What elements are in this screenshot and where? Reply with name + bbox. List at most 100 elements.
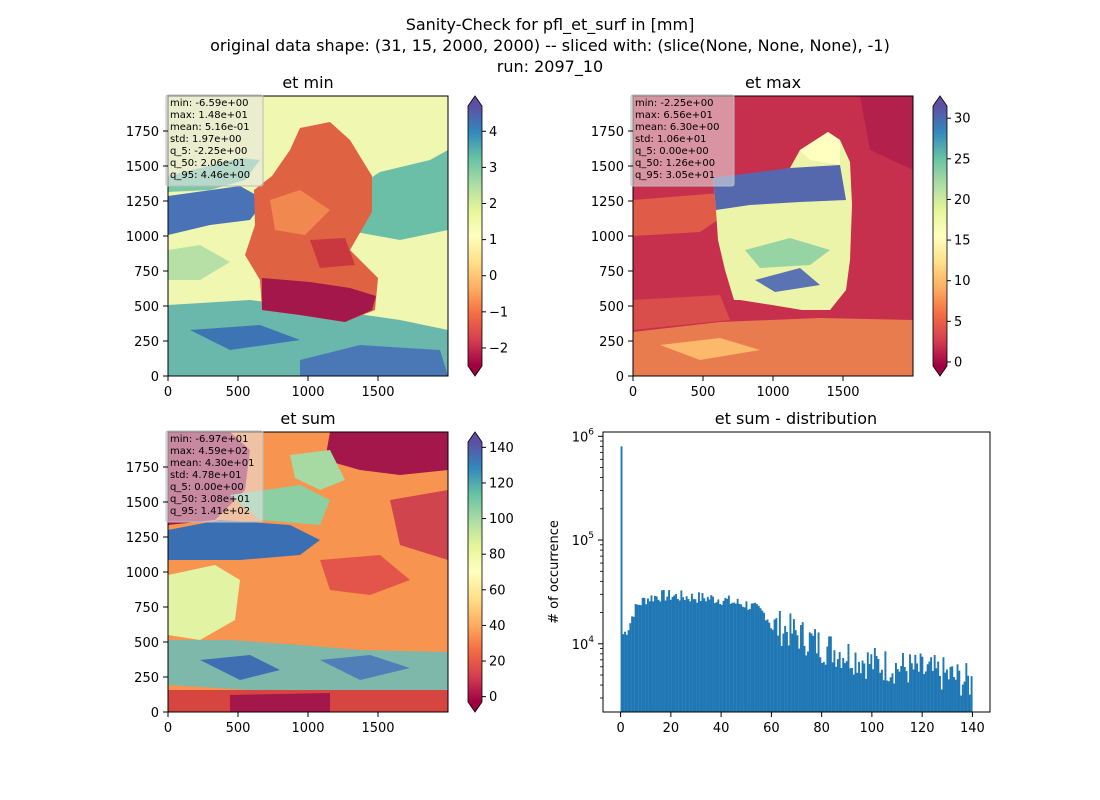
histogram-bar [722,600,725,712]
histogram-bar [889,677,892,712]
x-tick-label: 0 [629,385,637,400]
y-axis: 104 105 106 [572,427,603,699]
histogram-bar [805,655,808,712]
histogram-bar [676,598,679,712]
histogram-bar [683,600,686,712]
y-tick-label: 1500 [126,496,159,511]
histogram-bar [902,652,904,712]
histogram-bar [780,645,783,712]
y-tick: 1750 [591,125,633,140]
colorbar-tick: 0 [947,355,962,370]
histogram-bar [917,671,920,712]
stat-min: min: -6.97e+01 [170,434,249,445]
histogram-bar [891,673,894,712]
histogram-bar [729,603,732,712]
histogram-bar [622,634,625,712]
histogram-bar [657,599,660,712]
histogram-bar [636,604,639,712]
colorbar-tick: 20 [947,193,971,208]
histogram-bar [652,601,655,712]
x-tick-label: 1000 [291,721,324,736]
colorbar: −2 −1 0 1 2 3 4 [467,95,508,377]
histogram-bar [784,625,787,712]
stat-q95: q_95: 3.05e+01 [635,170,715,181]
histogram-bar [638,604,641,712]
colorbar-tick-label: 100 [489,512,514,527]
histogram-bar [858,661,860,712]
histogram-bar [629,623,632,712]
x-tick-label: 120 [910,721,935,736]
y-tick-label: 1250 [126,195,159,210]
y-tick-label: 500 [134,300,159,315]
histogram-bar [931,670,934,712]
stat-max: max: 1.48e+01 [170,110,248,121]
histogram-bar [778,611,781,712]
x-tick-label: 0 [164,721,172,736]
y-tick-label: 250 [599,335,624,350]
y-tick: 0 [151,706,168,721]
histogram-bar [863,663,866,712]
histogram-bar [887,681,890,712]
histogram-bar [696,602,699,712]
y-tick: 1500 [126,496,168,511]
stat-q5: q_5: -2.25e+00 [170,146,247,157]
histogram-bar [831,662,834,712]
y-tick: 250 [134,671,168,686]
y-tick-label: 500 [134,636,159,651]
histogram-bar [787,645,790,712]
colorbar-tick: 4 [482,125,497,140]
histogram-bar [803,645,806,712]
histogram-bar [777,635,780,712]
histogram-bar [682,597,685,712]
histogram-bar [907,682,910,712]
colorbar-tick-label: −2 [489,341,508,356]
histogram-bar [773,619,776,712]
histogram-bar [852,674,855,712]
x-tick: 1500 [826,376,860,400]
histogram-bar [801,622,804,712]
histogram-bar [958,670,961,712]
histogram-bar [840,668,843,712]
x-tick: 60 [763,712,780,736]
x-tick-label: 100 [859,721,884,736]
histogram-bar [687,599,690,712]
histogram-bar [706,596,709,712]
y-tick-label: 0 [151,370,159,385]
histogram-bar [664,600,667,712]
histogram-bar [870,654,873,712]
histogram-bar [752,603,755,712]
histogram-bar [800,625,802,712]
histogram-bar [690,593,693,712]
y-tick-label: 0 [151,706,159,721]
histogram-bar [768,622,771,712]
histogram-bar [821,663,824,712]
histogram-bar [671,596,674,712]
histogram-bar [880,669,883,712]
histogram-bar [750,603,753,712]
y-tick: 104 [572,635,603,653]
stat-std: std: 1.97e+00 [170,134,242,145]
histogram-bar [898,671,901,712]
stat-q50: q_50: 3.08e+01 [170,494,250,505]
x-tick: 40 [713,712,729,736]
histogram-bar [893,683,896,712]
y-tick: 0 [616,370,633,385]
stat-q5: q_5: 0.00e+00 [170,482,244,493]
panel-title: et sum - distribution [715,409,877,428]
histogram-bar [645,604,648,712]
colorbar-tick: 2 [482,197,497,212]
histogram-bar [715,602,718,712]
y-tick-label: 750 [134,265,159,280]
x-tick-label: 60 [763,721,780,736]
x-tick-label: 0 [616,721,624,736]
colorbar-tick: 0 [482,690,497,705]
histogram-bar [661,590,663,712]
colorbar-tick-label: 120 [489,476,514,491]
stat-min: min: -2.25e+00 [635,98,714,109]
colorbar-tick-label: 20 [489,655,506,670]
histogram-bar [736,598,739,712]
colorbar-tick-label: 0 [954,355,962,370]
x-tick-label: 500 [226,721,251,736]
histogram-bar [956,664,959,712]
histogram-bar [856,672,859,712]
